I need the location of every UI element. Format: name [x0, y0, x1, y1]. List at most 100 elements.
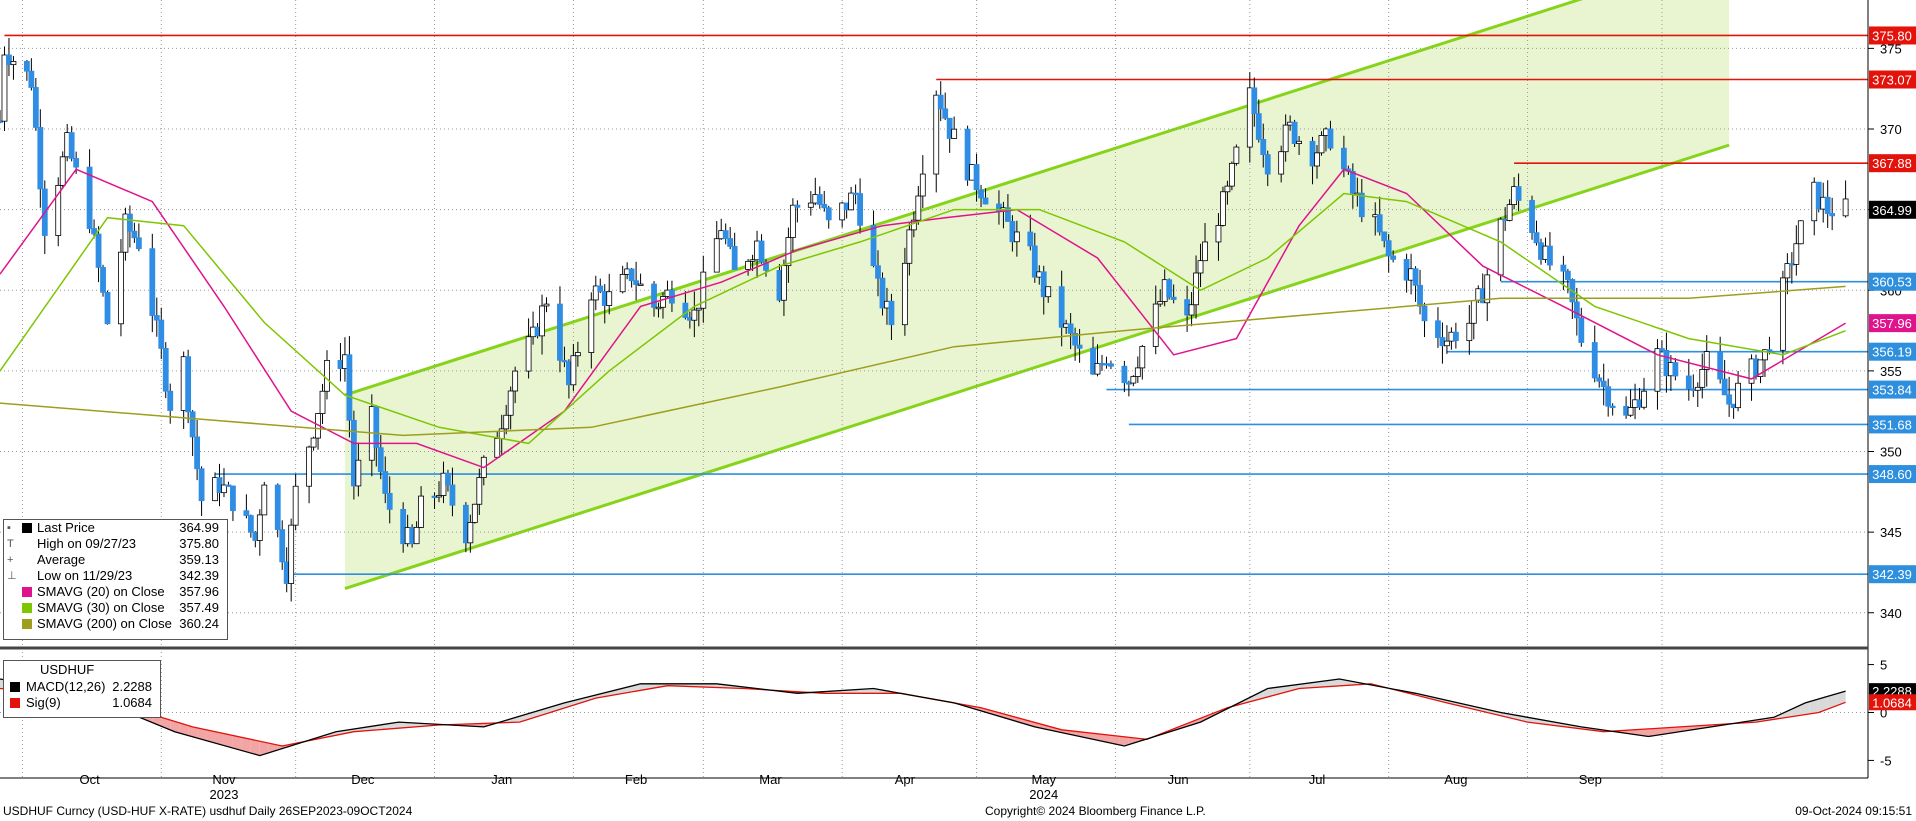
macd-fill — [1191, 718, 1201, 725]
candle-body — [1220, 191, 1226, 226]
candle-body — [59, 156, 66, 186]
macd-fill — [188, 725, 198, 738]
candle-body — [1784, 263, 1791, 279]
candle-body — [839, 202, 846, 221]
candle-body — [722, 230, 729, 239]
candle-body — [1470, 300, 1477, 324]
macd-fill — [1836, 691, 1846, 706]
macd-fill — [1101, 734, 1111, 744]
candle-body — [592, 285, 599, 301]
candle-body — [86, 166, 93, 229]
candle-body — [32, 87, 39, 128]
level-tag-356.19 — [1869, 342, 1916, 361]
macd-fill — [1012, 716, 1022, 723]
macd-fill — [206, 729, 216, 744]
candle-body — [1076, 344, 1083, 349]
legend-swatch — [22, 523, 32, 533]
level-label-351.68: 351.68 — [1872, 417, 1912, 432]
candle-body — [122, 213, 129, 253]
legend-item: T High on 09/27/23 375.80 — [4, 536, 227, 552]
level-label-356.19: 356.19 — [1872, 345, 1912, 360]
candle-body — [543, 303, 550, 307]
candle-body — [1005, 207, 1011, 222]
candle-body — [1609, 405, 1616, 409]
macd-fill — [1119, 736, 1129, 746]
macd-fill — [241, 737, 251, 754]
x-tick-label: May — [1031, 772, 1056, 787]
candle-body — [1108, 363, 1114, 367]
macd-legend-name: MACD(12,26) — [26, 679, 106, 694]
candle-body — [221, 484, 227, 494]
candle-body — [1197, 260, 1204, 274]
candle-body — [1224, 185, 1231, 193]
candle-body — [1121, 365, 1128, 384]
macd-fill — [1639, 728, 1649, 737]
candle-body — [185, 356, 192, 413]
macd-tick-label: 0 — [1880, 706, 1887, 721]
macd-line — [0, 678, 1846, 757]
candle-body — [561, 359, 568, 363]
candle-body — [127, 213, 133, 232]
candle-body — [1152, 303, 1159, 347]
candle-body — [306, 446, 312, 487]
candle-body — [919, 173, 926, 197]
candle-body — [498, 428, 505, 439]
candle-body — [23, 61, 30, 72]
candle-body — [346, 354, 353, 421]
candle-body — [588, 299, 595, 353]
candle-body — [288, 524, 295, 584]
candle-body — [695, 307, 702, 311]
legend-swatch — [22, 603, 32, 613]
year-label: 2024 — [1029, 787, 1058, 802]
candle-body — [906, 229, 913, 264]
channel-fill — [344, 0, 1730, 589]
candle-body — [1573, 301, 1580, 319]
legend-item: ▪ Last Price 364.99 — [4, 520, 227, 536]
legend-marker: ▪ — [7, 522, 11, 534]
macd-fill — [654, 683, 663, 689]
candle-body — [1560, 264, 1567, 272]
candle-body — [436, 495, 442, 498]
macd-tick-label: 5 — [1880, 658, 1887, 673]
timestamp: 09-Oct-2024 09:15:51 — [1795, 804, 1912, 818]
legend-marker: T — [7, 538, 14, 550]
macd-fill — [860, 688, 870, 694]
candle-body — [1170, 296, 1177, 301]
candle-body — [1264, 154, 1271, 175]
candle-body — [745, 260, 751, 270]
candle-body — [1349, 170, 1356, 194]
horizontal-levels — [4, 34, 1868, 576]
price-axis: 340345350355360365370375375.80373.07367.… — [1867, 0, 1916, 778]
candle-body — [1421, 305, 1428, 322]
legend-value: 360.24 — [179, 616, 219, 631]
x-tick-label: Dec — [351, 772, 375, 787]
candle-body — [1381, 231, 1388, 242]
candle-body — [1641, 390, 1647, 408]
macd-fill — [1021, 718, 1031, 726]
x-tick-label: Jan — [491, 772, 512, 787]
candle-body — [73, 158, 80, 168]
level-label-373.07: 373.07 — [1872, 72, 1912, 87]
candle-body — [1094, 363, 1101, 375]
candle-body — [467, 522, 474, 544]
candle-body — [1717, 351, 1724, 380]
candle-body — [198, 468, 205, 502]
macd-fill — [1290, 684, 1300, 691]
macd-fill — [1469, 705, 1479, 711]
year-label: 2023 — [210, 787, 239, 802]
candle-body — [651, 283, 657, 308]
macd-fill — [1263, 687, 1273, 699]
macd-fill — [1791, 704, 1801, 717]
legend-name: SMAVG (200) on Close — [37, 616, 172, 631]
candle-body — [10, 61, 17, 66]
legend-item: SMAVG (20) on Close 357.96 — [4, 584, 227, 600]
candle-body — [1246, 87, 1253, 148]
candle-body — [1318, 135, 1325, 154]
candle-body — [373, 406, 380, 449]
candle-body — [1282, 124, 1289, 153]
candle-body — [1390, 255, 1397, 260]
candle-body — [982, 197, 989, 205]
level-label-353.84: 353.84 — [1872, 383, 1912, 398]
legend-marker: ⊥ — [7, 570, 17, 582]
